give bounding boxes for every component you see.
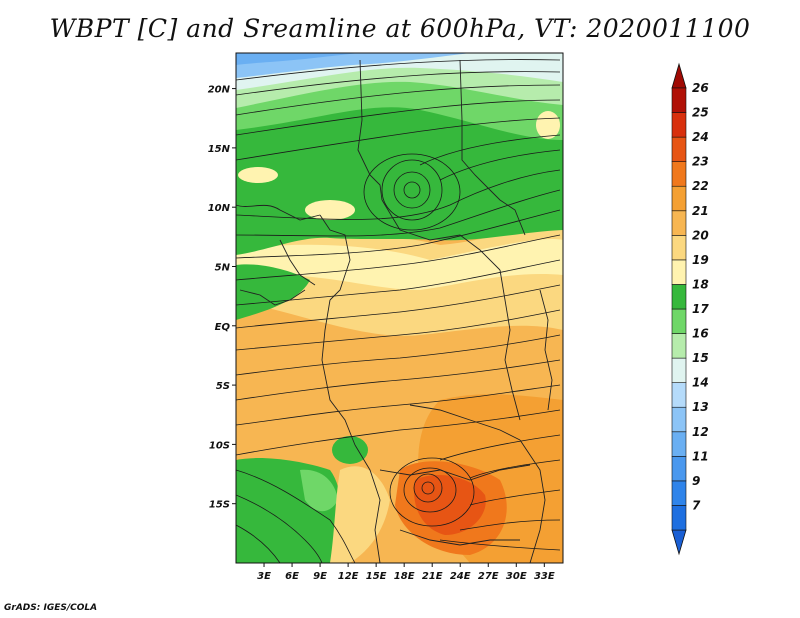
colorbar-label: 19	[692, 253, 709, 267]
colorbar-swatch	[671, 406, 687, 433]
colorbar-label: 13	[692, 400, 709, 414]
colorbar-swatch	[671, 333, 687, 359]
colorbar-swatch	[671, 210, 687, 236]
colorbar-swatch	[671, 480, 687, 506]
colorbar-swatch	[671, 161, 687, 187]
x-tick-label: 30E	[506, 571, 527, 582]
y-tick-label: 10S	[209, 440, 230, 451]
y-axis-ticks: 20N 15N 10N 5N EQ 5S 10S 15S	[208, 85, 236, 511]
colorbar-label: 14	[692, 376, 709, 390]
colorbar-label: 20	[692, 228, 709, 242]
x-tick-label: 24E	[450, 571, 471, 582]
y-tick-label: 5S	[216, 381, 230, 392]
colorbar-label: 17	[692, 302, 709, 316]
x-tick-label: 33E	[534, 571, 555, 582]
colorbar-swatch	[671, 456, 687, 482]
colorbar-label: 23	[692, 155, 709, 169]
y-tick-label: EQ	[215, 322, 231, 333]
colorbar-label: 11	[692, 449, 709, 463]
x-tick-label: 15E	[366, 571, 387, 582]
colorbar-label: 22	[692, 179, 709, 193]
colorbar-label: 12	[692, 425, 709, 439]
colorbar-label: 9	[692, 474, 700, 488]
colorbar-over-triangle	[671, 62, 687, 89]
streamlines	[236, 59, 561, 563]
colorbar-label: 15	[692, 351, 709, 365]
y-tick-label: 10N	[208, 203, 231, 214]
x-tick-label: 3E	[257, 571, 271, 582]
x-tick-label: 18E	[394, 571, 415, 582]
colorbar-under-triangle	[671, 529, 687, 556]
colorbar-swatch	[671, 357, 687, 383]
x-tick-label: 27E	[478, 571, 499, 582]
colorbar-swatch	[671, 308, 687, 334]
chart-title: WBPT [C] and Sreamline at 600hPa, VT: 20…	[49, 14, 751, 43]
colorbar-label: 26	[692, 81, 709, 95]
colorbar-swatch	[671, 259, 687, 285]
colorbar-swatch	[671, 505, 687, 531]
map-frame	[235, 52, 564, 564]
colorbar-swatch	[671, 112, 687, 138]
colorbar-label: 18	[692, 277, 709, 291]
colorbar-label: 24	[692, 130, 709, 144]
colorbar-label: 25	[692, 106, 709, 120]
colorbar: 7 9 11 12 13 14 15 16 17 18 19 20 21 22 23 24 25 26	[671, 62, 709, 556]
x-tick-label: 21E	[422, 571, 443, 582]
grads-credit: GrADS: IGES/COLA	[4, 603, 98, 613]
colorbar-swatch	[671, 431, 687, 457]
colorbar-label: 7	[692, 498, 701, 512]
x-tick-label: 12E	[338, 571, 359, 582]
colorbar-label: 21	[692, 204, 709, 218]
colorbar-swatch	[671, 136, 687, 162]
y-tick-label: 20N	[208, 85, 231, 96]
wbpt-field	[236, 53, 563, 563]
x-axis-ticks: 3E 6E 9E 12E 15E 18E 21E 24E 27E 30E 33E	[257, 563, 555, 582]
colorbar-swatch	[671, 185, 687, 212]
colorbar-swatch	[671, 235, 687, 261]
y-tick-label: 15N	[208, 144, 231, 155]
colorbar-label: 16	[692, 327, 709, 341]
colorbar-swatch	[671, 87, 687, 113]
country-borders	[236, 59, 553, 563]
colorbar-swatch	[671, 284, 687, 310]
x-tick-label: 9E	[313, 571, 327, 582]
y-tick-label: 5N	[215, 262, 231, 273]
x-tick-label: 6E	[285, 571, 299, 582]
y-tick-label: 15S	[209, 500, 230, 511]
colorbar-swatch	[671, 382, 687, 408]
